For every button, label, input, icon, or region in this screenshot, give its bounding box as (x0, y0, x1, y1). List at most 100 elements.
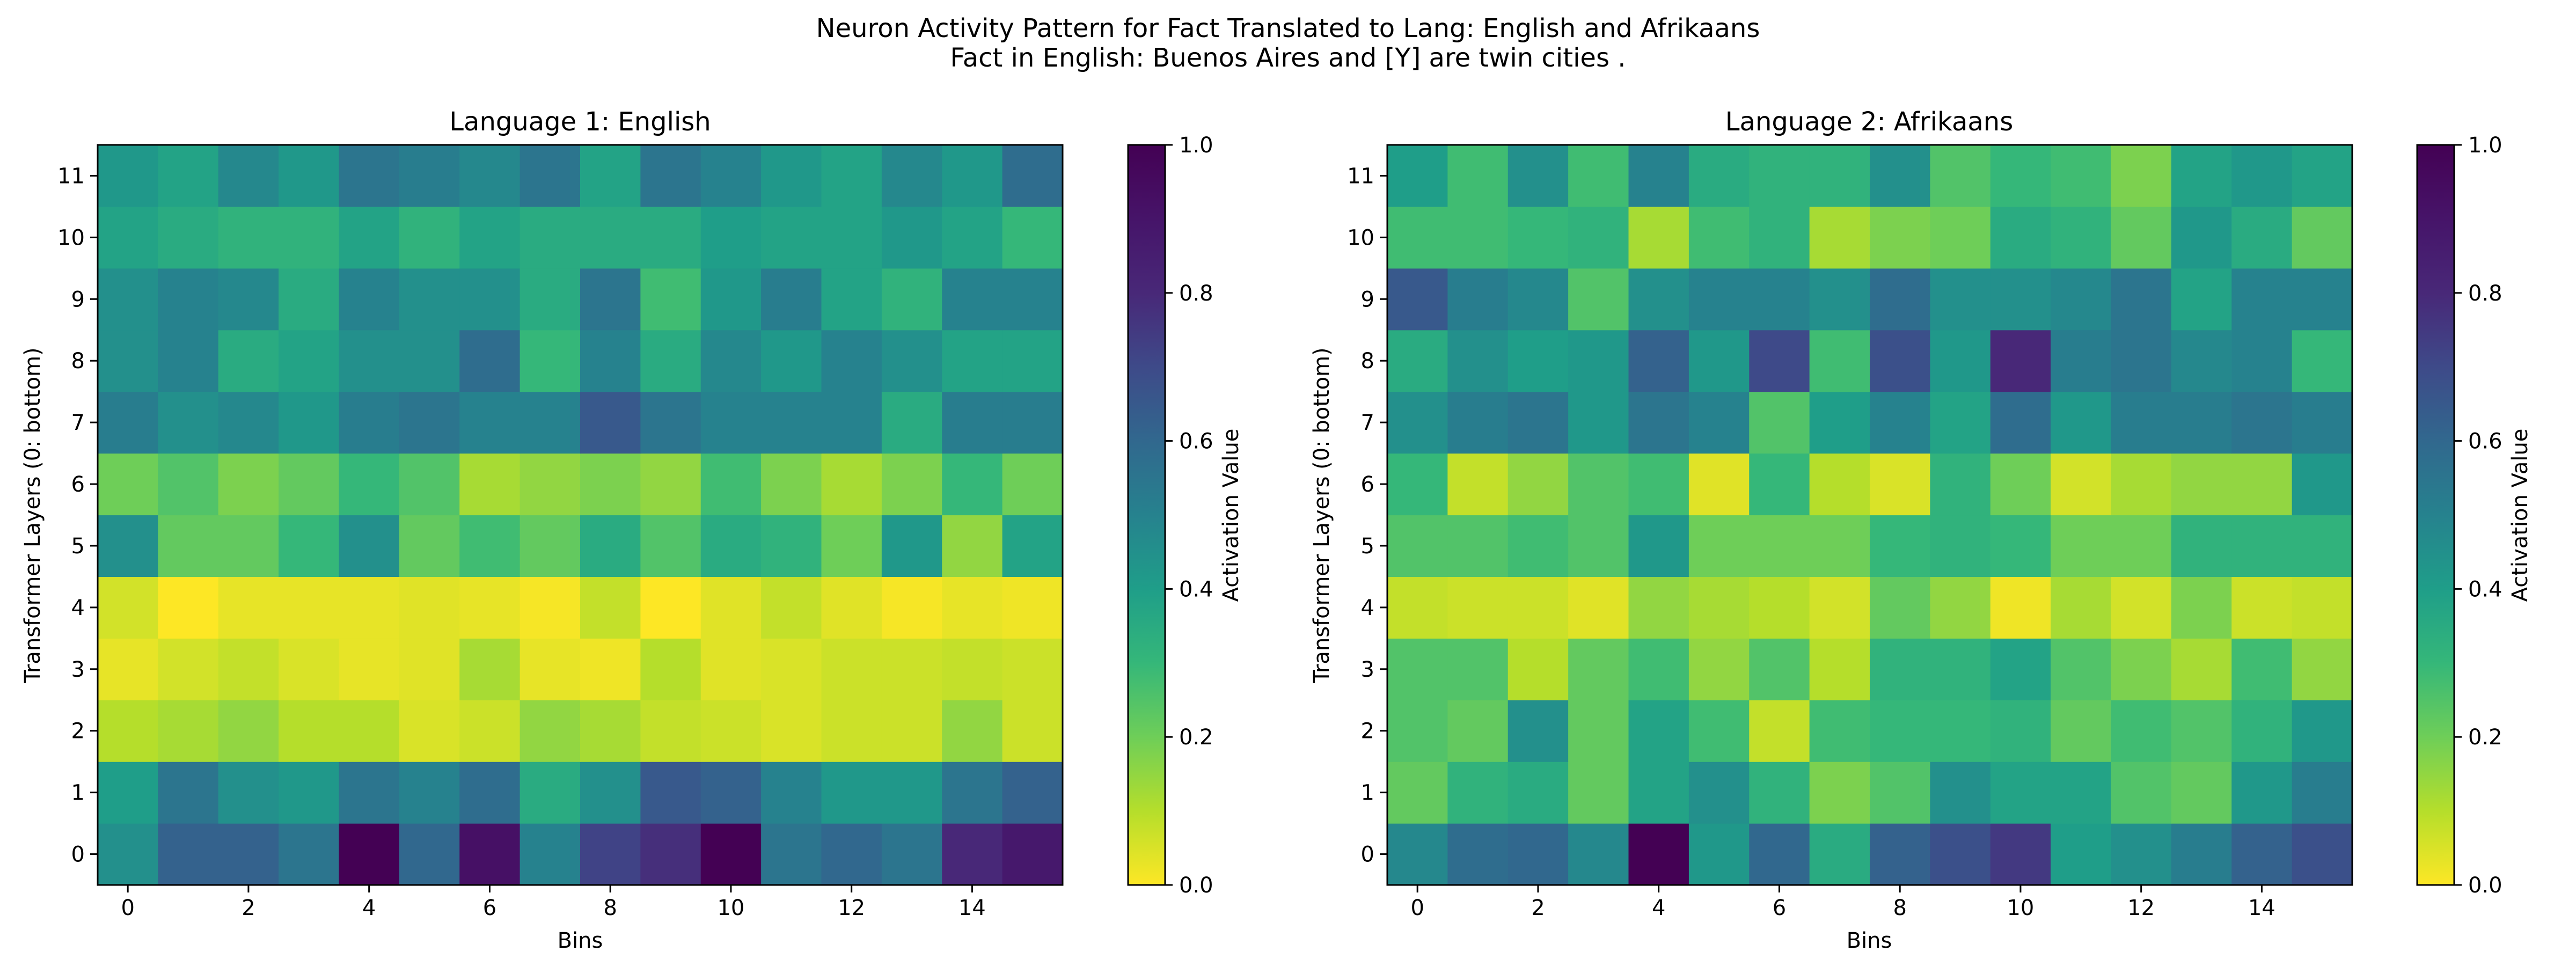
heatmap-cell (2171, 206, 2232, 269)
heatmap-cell (1990, 268, 2051, 331)
heatmap-cell (640, 330, 701, 392)
colorbar (1128, 145, 1165, 885)
heatmap-cell (821, 330, 882, 392)
heatmap-cell (2292, 576, 2353, 639)
heatmap-cell (459, 576, 521, 639)
heatmap-cell (1568, 391, 1629, 454)
heatmap-cell (1447, 453, 1509, 516)
y-tick-label: 7 (71, 411, 85, 435)
heatmap-cell (399, 145, 460, 207)
colorbar-label: Activation Value (2508, 429, 2533, 602)
heatmap-cell (399, 330, 460, 392)
heatmap-cell (399, 268, 460, 331)
colorbar-tick-label: 0.2 (1179, 725, 1213, 750)
heatmap-cell (640, 391, 701, 454)
heatmap-cell (761, 330, 822, 392)
heatmap-cell (339, 515, 400, 577)
heatmap-cell (1749, 700, 1810, 762)
heatmap-cell (1688, 330, 1750, 392)
heatmap-cell (1930, 206, 1991, 269)
heatmap-cell (1688, 145, 1750, 207)
heatmap-cell (881, 576, 942, 639)
heatmap-cell (580, 515, 641, 577)
heatmap-cell (761, 145, 822, 207)
y-tick-label: 10 (57, 225, 85, 250)
x-tick-label: 4 (1652, 896, 1665, 920)
heatmap-cell (218, 576, 279, 639)
heatmap-cell (218, 206, 279, 269)
heatmap-cell (2111, 700, 2172, 762)
heatmap-cell (761, 268, 822, 331)
heatmap-cell (1447, 638, 1509, 700)
colorbar-frame (1127, 144, 1166, 886)
heatmap-cell (339, 330, 400, 392)
heatmap-cell (2171, 145, 2232, 207)
heatmap-cell (1688, 268, 1750, 331)
heatmap-cell (1870, 762, 1930, 824)
colorbar-tick-label: 0.2 (2468, 725, 2502, 750)
heatmap-cell (881, 638, 942, 700)
colorbar-tick-label: 0.0 (2468, 873, 2502, 898)
heatmap-cell (1990, 206, 2051, 269)
heatmap-cell (98, 762, 158, 824)
heatmap-cell (279, 453, 340, 516)
heatmap-cell (640, 453, 701, 516)
heatmap-cell (1990, 638, 2051, 700)
heatmap-cell (1002, 268, 1063, 331)
heatmap-cell (1688, 515, 1750, 577)
heatmap-cell (2292, 823, 2353, 885)
heatmap-panel-afrikaans: Language 2: Afrikaans Transformer Layers… (1309, 107, 2533, 953)
heatmap-cell (1930, 515, 1991, 577)
heatmap-cell (2292, 515, 2353, 577)
heatmap-cell (2051, 330, 2112, 392)
heatmap-cell (1002, 576, 1063, 639)
heatmap-cell (2171, 638, 2232, 700)
heatmap-cell (1628, 700, 1689, 762)
heatmap-cell (700, 145, 762, 207)
heatmap-cell (279, 576, 340, 639)
colorbar-tick-label: 0.0 (1179, 873, 1213, 898)
heatmap-cell (1628, 391, 1689, 454)
heatmap-cell (1688, 576, 1750, 639)
heatmap-cell (279, 391, 340, 454)
heatmap-cell (1628, 823, 1689, 885)
heatmap-cell (640, 268, 701, 331)
heatmap-cell (1749, 762, 1810, 824)
heatmap-cell (700, 762, 762, 824)
heatmap-cell (459, 700, 521, 762)
heatmap-cell (98, 453, 158, 516)
heatmap-cell (1990, 330, 2051, 392)
heatmap-cell (2231, 268, 2293, 331)
heatmap-cell (279, 700, 340, 762)
heatmap-cell (2231, 700, 2293, 762)
heatmap-cell (942, 453, 1003, 516)
x-axis-label: Bins (1847, 928, 1892, 953)
y-tick-label: 9 (71, 287, 85, 312)
heatmap-cell (1930, 453, 1991, 516)
heatmap-cell (218, 330, 279, 392)
heatmap-cell (1809, 268, 1870, 331)
heatmap-cell (761, 453, 822, 516)
y-tick-label: 3 (1361, 657, 1374, 682)
heatmap-cell (2111, 515, 2172, 577)
heatmap-cell (279, 515, 340, 577)
heatmap-cell (1447, 700, 1509, 762)
heatmap-cell (279, 330, 340, 392)
x-tick-label: 14 (958, 896, 986, 920)
heatmap-cell (2292, 391, 2353, 454)
colorbar-tick-label: 0.4 (1179, 577, 1213, 602)
heatmap-cell (1990, 762, 2051, 824)
x-tick-label: 12 (838, 896, 865, 920)
heatmap-cell (1749, 515, 1810, 577)
colorbar-frame (2416, 144, 2455, 886)
heatmap-cell (2231, 145, 2293, 207)
figure-title-line1: Neuron Activity Pattern for Fact Transla… (816, 13, 1760, 43)
heatmap-cell (2292, 700, 2353, 762)
heatmap-cell (1447, 268, 1509, 331)
heatmap-cell (1568, 762, 1629, 824)
heatmap-cell (2111, 823, 2172, 885)
x-tick-label: 14 (2248, 896, 2275, 920)
heatmap-cell (158, 391, 219, 454)
heatmap-cell (1387, 391, 1448, 454)
colorbar-tick-label: 0.6 (1179, 429, 1213, 454)
